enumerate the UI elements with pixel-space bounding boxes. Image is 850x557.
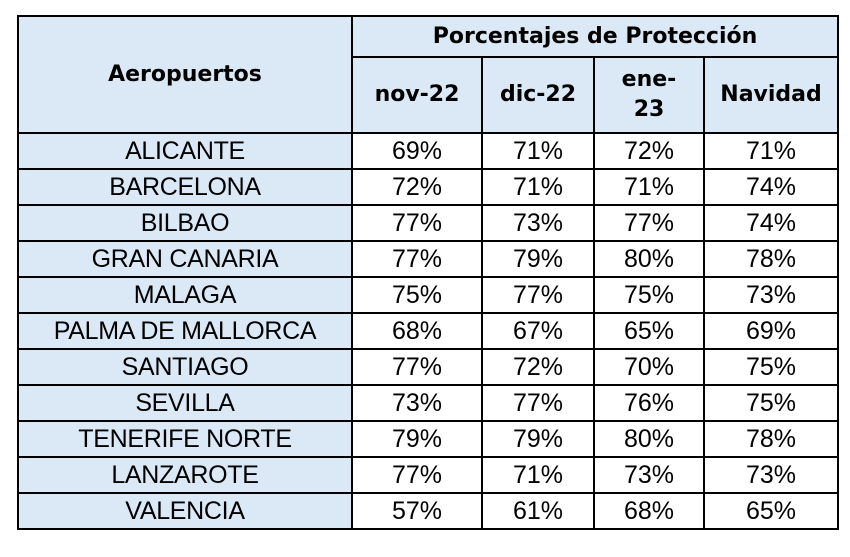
table-row: TENERIFE NORTE 79% 79% 80% 78%	[17, 420, 840, 458]
column-header-nov-22: nov-22	[351, 56, 483, 134]
percentage-cell: 57%	[351, 492, 483, 530]
airport-cell: SANTIAGO	[17, 348, 353, 386]
percentage-cell: 72%	[593, 132, 705, 170]
percentage-cell: 77%	[351, 204, 483, 242]
percentage-cell: 73%	[593, 456, 705, 494]
protection-percentages-header: Porcentajes de Protección	[350, 15, 840, 58]
percentage-cell: 61%	[481, 492, 595, 530]
percentage-cell: 65%	[593, 312, 705, 350]
percentage-cell: 79%	[351, 420, 483, 458]
airport-cell: TENERIFE NORTE	[17, 420, 353, 458]
percentage-cell: 73%	[351, 384, 483, 422]
percentage-cell: 79%	[481, 420, 595, 458]
percentage-cell: 71%	[481, 168, 595, 206]
header-row-group: Aeropuertos Porcentajes de Protección	[17, 15, 840, 134]
table-row: BILBAO 77% 73% 77% 74%	[17, 204, 840, 242]
table-row: SANTIAGO 77% 72% 70% 75%	[17, 348, 840, 386]
airport-cell: SEVILLA	[17, 384, 353, 422]
percentage-cell: 77%	[351, 240, 483, 278]
percentage-cell: 77%	[593, 204, 705, 242]
column-header-navidad: Navidad	[702, 56, 840, 134]
percentage-cell: 71%	[481, 456, 595, 494]
table-row: BARCELONA 72% 71% 71% 74%	[17, 168, 840, 206]
table-row: LANZAROTE 77% 71% 73% 73%	[17, 456, 840, 494]
airports-header: Aeropuertos	[17, 15, 353, 134]
percentage-cell: 77%	[351, 456, 483, 494]
percentage-cell: 73%	[702, 456, 840, 494]
airport-cell: ALICANTE	[17, 132, 353, 170]
airport-cell: BILBAO	[17, 204, 353, 242]
airport-cell: VALENCIA	[17, 492, 353, 530]
column-header-ene-23-text: ene- 23	[621, 67, 677, 122]
percentage-cell: 80%	[593, 420, 705, 458]
percentage-cell: 79%	[481, 240, 595, 278]
percentage-cell: 71%	[702, 132, 840, 170]
table-row: PALMA DE MALLORCA 68% 67% 65% 69%	[17, 312, 840, 350]
table-row: MALAGA 75% 77% 75% 73%	[17, 276, 840, 314]
header-row-periods: nov-22 dic-22 ene- 23 Navidad	[18, 56, 840, 134]
airport-cell: BARCELONA	[17, 168, 353, 206]
percentage-cell: 67%	[481, 312, 595, 350]
percentage-cell: 77%	[351, 348, 483, 386]
percentage-cell: 74%	[702, 204, 840, 242]
table-row: GRAN CANARIA 77% 79% 80% 78%	[17, 240, 840, 278]
table-row: ALICANTE 69% 71% 72% 71%	[17, 132, 840, 170]
airport-cell: MALAGA	[17, 276, 353, 314]
percentage-cell: 74%	[702, 168, 840, 206]
percentage-cell: 68%	[593, 492, 705, 530]
table-row: VALENCIA 57% 61% 68% 65%	[17, 492, 840, 530]
percentage-cell: 72%	[351, 168, 483, 206]
airport-cell: PALMA DE MALLORCA	[17, 312, 353, 350]
column-header-ene-23: ene- 23	[593, 56, 705, 134]
percentage-cell: 65%	[702, 492, 840, 530]
percentage-cell: 77%	[481, 276, 595, 314]
percentage-cell: 78%	[702, 420, 840, 458]
percentage-cell: 75%	[702, 348, 840, 386]
percentage-cell: 72%	[481, 348, 595, 386]
percentage-cell: 73%	[702, 276, 840, 314]
table-body: ALICANTE 69% 71% 72% 71% BARCELONA 72% 71% 71% 74…	[17, 132, 840, 530]
airport-cell: GRAN CANARIA	[17, 240, 353, 278]
percentage-cell: 69%	[351, 132, 483, 170]
percentage-cell: 80%	[593, 240, 705, 278]
percentage-cell: 76%	[593, 384, 705, 422]
percentage-cell: 71%	[481, 132, 595, 170]
percentage-cell: 69%	[702, 312, 840, 350]
percentage-cell: 75%	[593, 276, 705, 314]
percentage-cell: 78%	[702, 240, 840, 278]
percentage-cell: 77%	[481, 384, 595, 422]
percentage-cell: 75%	[351, 276, 483, 314]
percentage-cell: 70%	[593, 348, 705, 386]
airport-cell: LANZAROTE	[17, 456, 353, 494]
table-row: SEVILLA 73% 77% 76% 75%	[17, 384, 840, 422]
percentage-cell: 73%	[481, 204, 595, 242]
percentage-cell: 75%	[702, 384, 840, 422]
percentage-cell: 71%	[593, 168, 705, 206]
percentage-cell: 68%	[351, 312, 483, 350]
column-header-dic-22: dic-22	[481, 56, 595, 134]
protection-table: Aeropuertos Porcentajes de Protección no…	[17, 15, 840, 530]
protection-table-wrapper: Aeropuertos Porcentajes de Protección no…	[17, 15, 840, 530]
